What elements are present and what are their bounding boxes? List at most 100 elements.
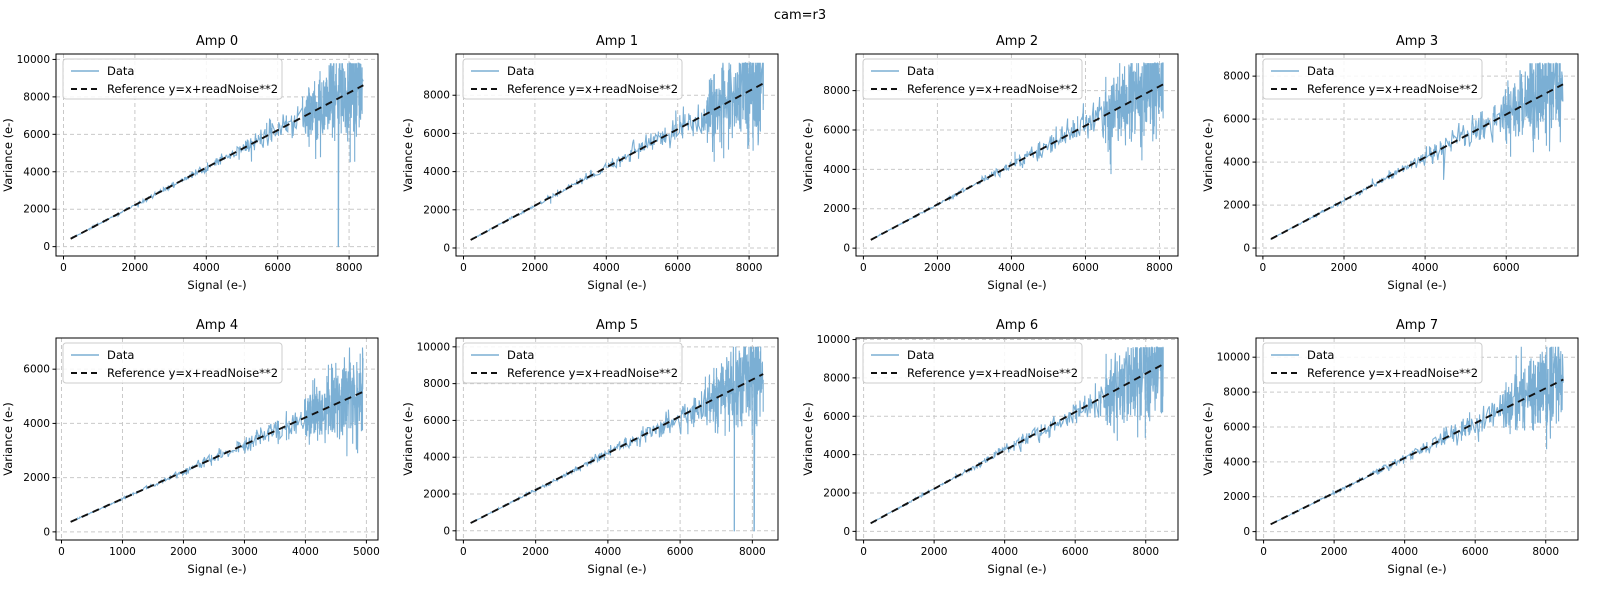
y-tick-label: 6000 [423,415,450,427]
x-tick-label: 0 [1260,262,1267,274]
x-axis-label: Signal (e-) [187,562,246,576]
y-axis-label: Variance (e-) [1201,402,1215,476]
legend-reference-label: Reference y=x+readNoise**2 [107,82,278,96]
legend-data-label: Data [507,64,534,78]
y-tick-label: 4000 [23,166,50,178]
legend-data-label: Data [1307,64,1334,78]
x-tick-label: 6000 [664,262,691,274]
x-tick-label: 4000 [991,546,1018,558]
figure-suptitle: cam=r3 [773,8,827,23]
x-tick-label: 8000 [1532,546,1559,558]
x-tick-label: 2000 [1331,262,1358,274]
y-tick-label: 6000 [23,364,50,376]
x-tick-label: 3000 [231,546,258,558]
x-tick-label: 2000 [921,546,948,558]
legend-box [462,342,683,384]
legend-data-label: Data [107,348,134,362]
legend-data-label: Data [1307,348,1334,362]
x-axis-label: Signal (e-) [1387,278,1446,292]
data-series-line [870,346,1164,524]
y-tick-label: 10000 [1217,352,1250,364]
y-tick-label: 2000 [423,489,450,501]
subplot-title: Amp 4 [196,318,238,333]
y-tick-label: 2000 [423,204,450,216]
y-tick-label: 2000 [823,203,850,215]
y-tick-label: 6000 [1223,114,1250,126]
y-tick-label: 0 [1243,526,1250,538]
reference-line [470,82,764,241]
axes-spines [455,337,779,541]
y-tick-label: 2000 [23,204,50,216]
y-tick-label: 4000 [423,166,450,178]
subplot-title: Amp 2 [996,34,1038,49]
x-tick-label: 0 [58,546,65,558]
x-tick-label: 2000 [122,262,149,274]
subplot-title: Amp 0 [196,34,238,49]
x-tick-label: 0 [460,262,467,274]
subplot-amp-4: 0 1000 2000 3000 4000 5000 0 2000 4000 6000 Amp 4 S… [1,318,380,576]
y-tick-label: 4000 [1223,456,1250,468]
y-tick-label: 2000 [823,488,850,500]
x-tick-label: 0 [460,546,467,558]
reference-line [470,373,764,524]
y-tick-label: 4000 [423,452,450,464]
reference-line [870,363,1164,525]
x-tick-label: 2000 [522,546,549,558]
legend-box [1262,342,1483,384]
x-tick-label: 4000 [593,262,620,274]
reference-line [70,390,364,523]
subplot-amp-6: 0 2000 4000 6000 8000 0 2000 4000 6000 8000 10000 A… [801,318,1179,576]
subplot-title: Amp 5 [596,318,638,333]
x-tick-label: 4000 [595,546,622,558]
y-tick-label: 4000 [823,449,850,461]
x-axis-label: Signal (e-) [987,562,1046,576]
legend-reference-label: Reference y=x+readNoise**2 [907,366,1078,380]
y-tick-label: 0 [43,241,50,253]
y-tick-label: 8000 [423,90,450,102]
x-tick-label: 6000 [1072,262,1099,274]
legend-reference-label: Reference y=x+readNoise**2 [507,82,678,96]
subplot-amp-0: 0 2000 4000 6000 8000 0 2000 4000 6000 8000 10000 A… [1,34,379,292]
subplot-title: Amp 3 [1396,34,1438,49]
y-axis-label: Variance (e-) [801,402,815,476]
y-axis-label: Variance (e-) [1201,118,1215,192]
x-tick-label: 4000 [292,546,319,558]
x-axis-label: Signal (e-) [1387,562,1446,576]
legend-data-label: Data [107,64,134,78]
x-tick-label: 8000 [1132,546,1159,558]
y-tick-label: 8000 [823,372,850,384]
y-tick-label: 8000 [423,378,450,390]
y-tick-label: 2000 [1223,200,1250,212]
legend-box [1262,58,1483,100]
y-tick-label: 0 [443,242,450,254]
axes-spines [55,337,379,541]
legend-reference-label: Reference y=x+readNoise**2 [1307,82,1478,96]
subplot-amp-5: 0 2000 4000 6000 8000 0 2000 4000 6000 8000 10000 A… [401,318,779,576]
axes-spines [55,53,379,257]
legend-reference-label: Reference y=x+readNoise**2 [507,366,678,380]
legend-box [862,58,1083,100]
subplot-title: Amp 6 [996,318,1038,333]
x-axis-label: Signal (e-) [587,562,646,576]
subplot-grid: 0 2000 4000 6000 8000 0 2000 4000 6000 8000 10000 A… [0,30,1600,598]
y-tick-label: 8000 [1223,387,1250,399]
y-tick-label: 0 [843,243,850,255]
x-tick-label: 1000 [109,546,136,558]
y-tick-label: 10000 [17,54,50,66]
x-tick-label: 4000 [193,262,220,274]
x-tick-label: 6000 [667,546,694,558]
x-tick-label: 2000 [924,262,951,274]
y-tick-label: 6000 [823,124,850,136]
y-axis-label: Variance (e-) [801,118,815,192]
x-axis-label: Signal (e-) [987,278,1046,292]
y-tick-label: 6000 [1223,421,1250,433]
y-tick-label: 0 [843,526,850,538]
legend-box [62,58,283,100]
y-tick-label: 6000 [423,128,450,140]
y-axis-label: Variance (e-) [1,118,15,192]
x-tick-label: 8000 [736,262,763,274]
x-tick-label: 4000 [998,262,1025,274]
x-tick-label: 2000 [170,546,197,558]
y-tick-label: 8000 [823,85,850,97]
subplot-title: Amp 1 [596,34,638,49]
